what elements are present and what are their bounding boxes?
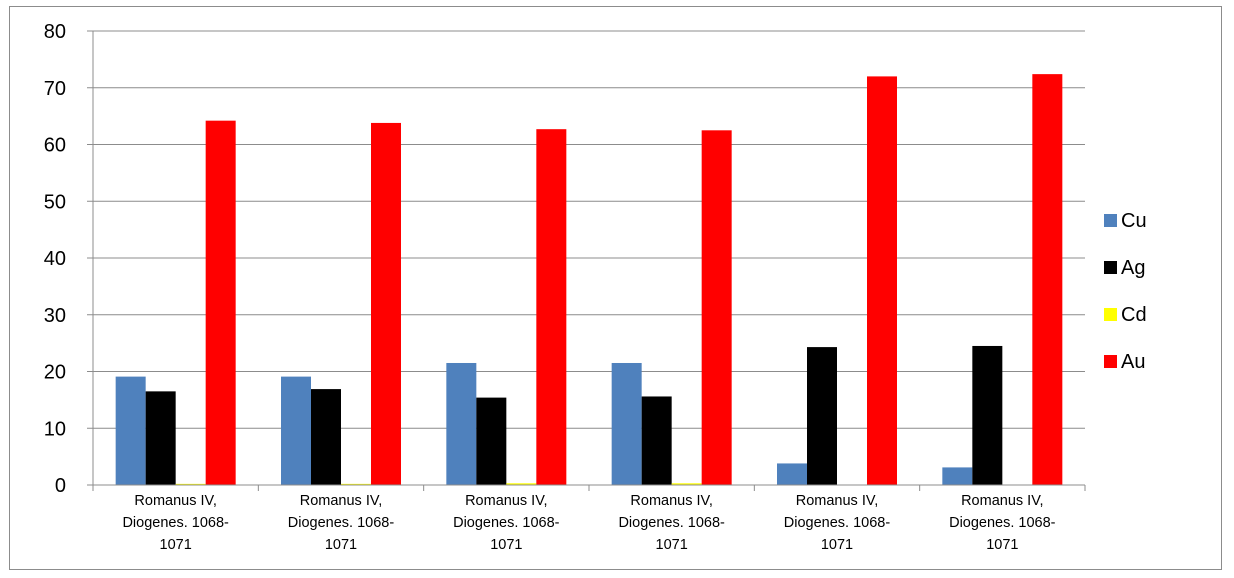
bar-ag bbox=[145, 391, 176, 485]
legend-swatch-au bbox=[1104, 355, 1117, 368]
x-tick-label: Romanus IV, Diogenes. 1068-1071 bbox=[288, 493, 395, 553]
legend-swatch-ag bbox=[1104, 261, 1117, 274]
bar-cd bbox=[341, 483, 371, 485]
bar-au bbox=[371, 122, 401, 485]
y-tick-label: 80 bbox=[44, 21, 66, 43]
bar-cd bbox=[175, 483, 206, 485]
bar-au bbox=[205, 120, 236, 485]
bar-cu bbox=[942, 467, 973, 485]
y-tick-label: 10 bbox=[44, 418, 66, 440]
legend-label-au: Au bbox=[1121, 351, 1145, 373]
bar-cu bbox=[115, 376, 146, 485]
x-tick-label: Romanus IV, Diogenes. 1068-1071 bbox=[618, 493, 725, 553]
legend-label-cd: Cd bbox=[1121, 304, 1147, 326]
bar-ag bbox=[476, 397, 507, 485]
bar-ag bbox=[972, 345, 1003, 485]
bar-au bbox=[701, 130, 732, 485]
y-tick-label: 60 bbox=[44, 135, 66, 157]
bar-cd bbox=[671, 483, 702, 485]
y-tick-label: 50 bbox=[44, 191, 66, 213]
gridlines bbox=[93, 30, 1085, 429]
x-tick-label: Romanus IV, Diogenes. 1068-1071 bbox=[122, 493, 229, 553]
x-tick-label: Romanus IV, Diogenes. 1068-1071 bbox=[949, 493, 1056, 553]
bar-cu bbox=[777, 463, 807, 485]
bar-au bbox=[1032, 74, 1063, 485]
legend-label-ag: Ag bbox=[1121, 257, 1145, 279]
y-tick-label: 70 bbox=[44, 78, 66, 100]
y-tick-label: 30 bbox=[44, 305, 66, 327]
legend-swatch-cd bbox=[1104, 308, 1117, 321]
bar-ag bbox=[641, 396, 672, 485]
bar-cu bbox=[446, 362, 477, 485]
bar-cu bbox=[611, 362, 642, 485]
axes bbox=[92, 31, 1086, 491]
x-axis-labels: Romanus IV, Diogenes. 1068-1071 Romanus IV… bbox=[122, 493, 1055, 553]
y-tick-label: 20 bbox=[44, 362, 66, 384]
y-tick-label: 0 bbox=[55, 475, 66, 497]
bars bbox=[115, 74, 1063, 486]
y-tick-label: 40 bbox=[44, 248, 66, 270]
legend: Cu Ag Cd Au bbox=[1104, 210, 1147, 373]
legend-swatch-cu bbox=[1104, 214, 1117, 227]
bar-ag bbox=[807, 347, 837, 485]
bar-au bbox=[867, 76, 897, 486]
bar-cu bbox=[281, 376, 311, 485]
bar-ag bbox=[311, 389, 341, 485]
y-axis-ticks: 0 10 20 30 40 50 60 70 80 bbox=[44, 21, 93, 497]
bar-cd bbox=[506, 483, 537, 485]
x-tick-label: Romanus IV, Diogenes. 1068-1071 bbox=[784, 493, 891, 553]
legend-label-cu: Cu bbox=[1121, 210, 1147, 232]
bar-au bbox=[536, 129, 567, 486]
x-tick-label: Romanus IV, Diogenes. 1068-1071 bbox=[453, 493, 560, 553]
